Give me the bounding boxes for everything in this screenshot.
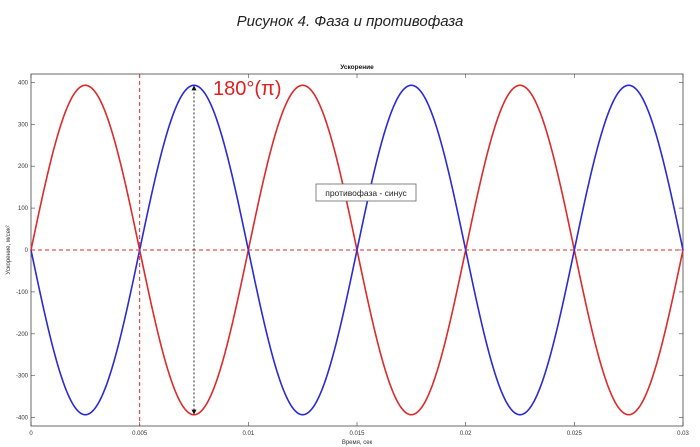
y-tick-label: 300 bbox=[18, 122, 29, 128]
y-tick-label: 0 bbox=[25, 248, 29, 254]
callout-frame bbox=[315, 183, 417, 202]
y-tick-label: -200 bbox=[16, 332, 29, 338]
y-tick-label: 200 bbox=[18, 164, 29, 170]
x-tick-label: 0.025 bbox=[567, 431, 583, 437]
figure-caption: Рисунок 4. Фаза и противофаза bbox=[236, 13, 464, 30]
x-tick-label: 0.03 bbox=[677, 431, 689, 437]
x-axis-label: Время, сек bbox=[342, 440, 373, 446]
x-tick-label: 0.02 bbox=[460, 431, 472, 437]
y-tick-label: 400 bbox=[18, 80, 29, 86]
y-tick-label: 100 bbox=[18, 206, 29, 212]
y-tick-label: -100 bbox=[16, 290, 29, 296]
y-tick-label: -400 bbox=[16, 416, 29, 422]
x-tick-label: 0.015 bbox=[349, 431, 365, 437]
reference-lines bbox=[31, 74, 683, 426]
x-axis: 0 0.005 0.01 0.015 0.02 0.025 0.03 bbox=[29, 74, 689, 437]
phase-label: 180°(π) bbox=[213, 78, 282, 100]
callout-text: противофаза - синус bbox=[325, 188, 407, 198]
y-axis-label: Ускорение, м/сек² bbox=[6, 225, 12, 274]
chart-title: Ускорение bbox=[340, 64, 374, 71]
y-tick-label: -300 bbox=[16, 374, 29, 380]
x-tick-label: 0.005 bbox=[132, 431, 148, 437]
callout-box: противофаза - синус bbox=[315, 183, 417, 202]
phase-arrow-head-top bbox=[191, 85, 197, 91]
y-axis: -400 -300 -200 -100 0 100 200 300 400 bbox=[16, 80, 683, 422]
x-tick-label: 0.01 bbox=[242, 431, 254, 437]
phase-arrow bbox=[191, 85, 197, 415]
x-tick-label: 0 bbox=[29, 431, 33, 437]
phase-arrow-head-bottom bbox=[191, 409, 197, 415]
